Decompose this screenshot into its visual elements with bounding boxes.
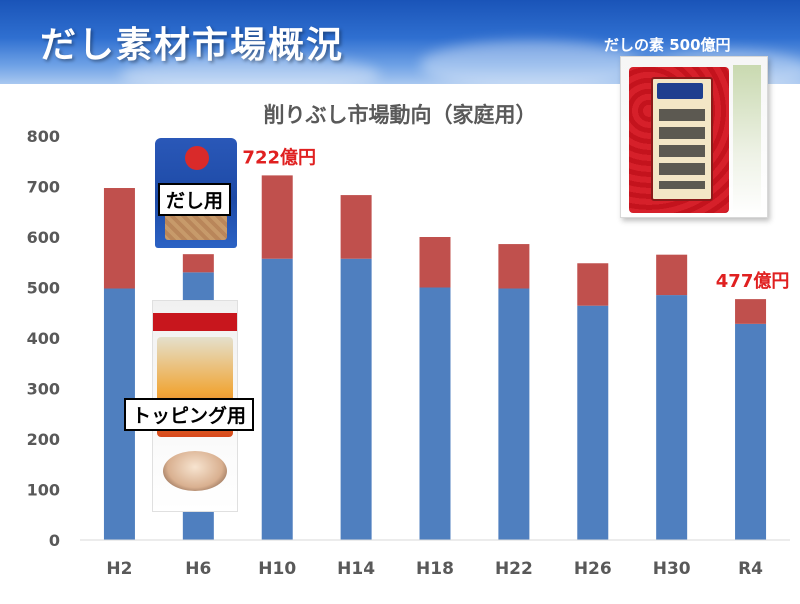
x-tick-label: H6 bbox=[185, 559, 211, 579]
x-tick-label: H30 bbox=[653, 559, 691, 579]
package-side bbox=[733, 65, 761, 215]
x-tick-label: R4 bbox=[738, 559, 763, 579]
slide-title: だし素材市場概況 bbox=[40, 25, 345, 66]
y-tick-label: 700 bbox=[27, 178, 60, 197]
bar-segment-top bbox=[735, 299, 767, 324]
y-tick-label: 600 bbox=[27, 228, 60, 247]
bar-segment-top bbox=[261, 175, 293, 259]
chart-title: 削りぶし市場動向（家庭用） bbox=[264, 103, 537, 127]
x-tick-label: H14 bbox=[337, 559, 375, 579]
x-tick-label: H2 bbox=[106, 559, 132, 579]
package-label bbox=[651, 77, 713, 201]
x-tick-label: H18 bbox=[416, 559, 454, 579]
y-tick-label: 0 bbox=[49, 531, 60, 550]
brand-logo bbox=[657, 83, 703, 99]
bar-segment-base bbox=[656, 295, 688, 540]
y-tick-label: 200 bbox=[27, 430, 60, 449]
y-axis: 0 100 200 300 400 500 600 700 800 bbox=[27, 127, 60, 550]
rice-bowl-photo bbox=[163, 451, 227, 491]
dashi-no-moto-package-image bbox=[620, 56, 768, 218]
bar-segment-top bbox=[656, 254, 688, 296]
y-tick-label: 400 bbox=[27, 329, 60, 348]
x-axis: H2 H6 H10 H14 H18 H22 H26 H30 R4 bbox=[80, 539, 790, 579]
y-tick-label: 300 bbox=[27, 380, 60, 399]
product-caption: だしの素 500億円 bbox=[604, 36, 731, 54]
bar-segment-base bbox=[735, 323, 767, 540]
bar-segment-base bbox=[419, 287, 451, 540]
y-tick-label: 100 bbox=[27, 481, 60, 500]
bar-segment-top bbox=[577, 263, 609, 306]
bar-segment-base bbox=[498, 288, 530, 540]
annotation-label: 477億円 bbox=[716, 270, 790, 292]
cloud-decoration bbox=[420, 40, 640, 84]
y-tick-label: 500 bbox=[27, 279, 60, 298]
bar-segment-top bbox=[182, 254, 214, 273]
bar-segment-base bbox=[577, 305, 609, 540]
annotations: 722億円 477億円 bbox=[242, 146, 789, 292]
x-tick-label: H22 bbox=[495, 559, 533, 579]
bar-segment-top bbox=[498, 244, 530, 289]
y-tick-label: 800 bbox=[27, 127, 60, 146]
x-tick-label: H26 bbox=[574, 559, 612, 579]
bar-segment-base bbox=[340, 258, 372, 540]
bar-segment-top bbox=[103, 188, 135, 289]
bar-segment-top bbox=[419, 237, 451, 288]
bag-badge bbox=[185, 146, 209, 170]
package-lettering bbox=[659, 109, 705, 189]
header-banner: だし素材市場概況 bbox=[0, 0, 800, 84]
topping-use-callout: トッピング用 bbox=[124, 398, 255, 431]
bag-brand-strip bbox=[153, 313, 237, 331]
bar-segment-base bbox=[261, 258, 293, 540]
bar-segment-top bbox=[340, 195, 372, 259]
x-tick-label: H10 bbox=[258, 559, 296, 579]
dashi-use-callout: だし用 bbox=[158, 183, 232, 216]
cloud-decoration bbox=[120, 55, 380, 84]
annotation-label: 722億円 bbox=[242, 146, 316, 168]
